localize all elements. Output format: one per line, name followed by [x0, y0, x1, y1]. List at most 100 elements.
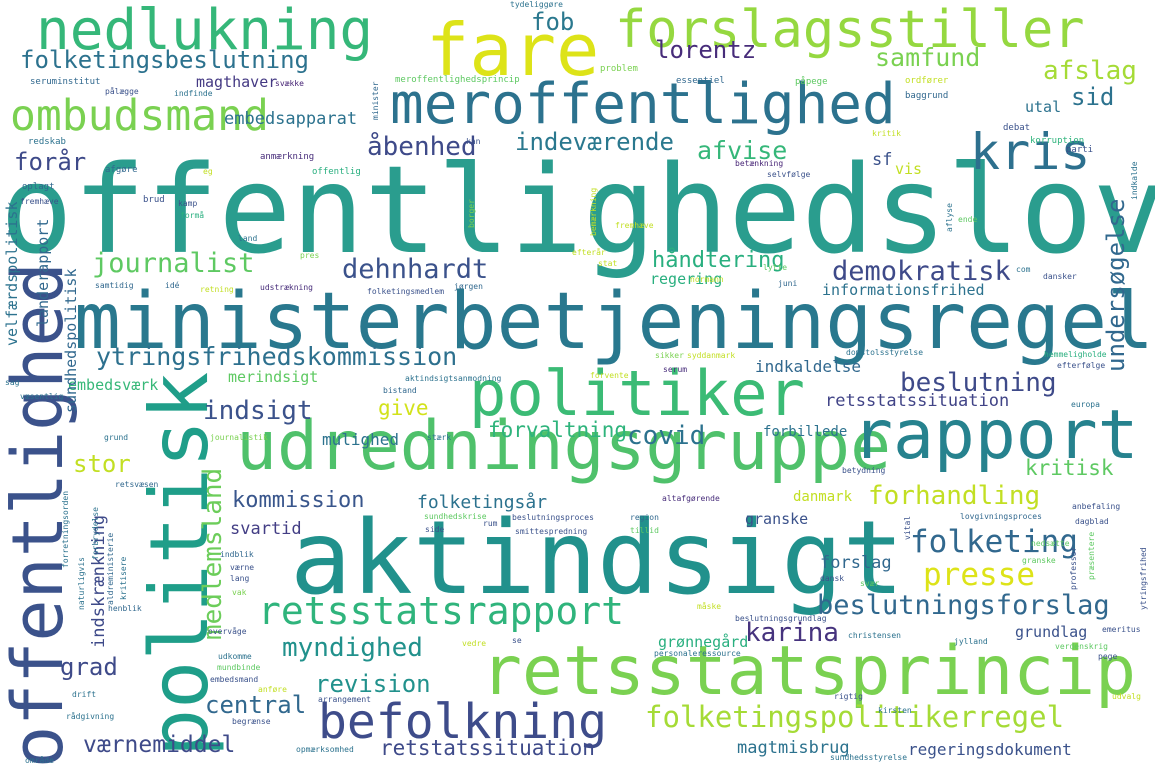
word-indsigt: indsigt — [203, 396, 313, 426]
word-offentlig: offentlig — [312, 167, 361, 177]
word-stor: stor — [73, 450, 131, 478]
word-regering: regering — [650, 270, 723, 288]
word-rapport: rapport — [852, 396, 1139, 475]
word-bemærkning: bemærkning — [589, 187, 598, 236]
word-ytringsfrihedskommission: ytringsfrihedskommission — [96, 342, 458, 371]
word-magtmisbrug: magtmisbrug — [737, 738, 850, 758]
word-måske: måske — [697, 602, 722, 611]
word-forhandling: forhandling — [868, 481, 1041, 511]
word-aktindsigt: aktindsigt — [290, 499, 905, 618]
word-sundhedsstyrelse: sundhedsstyrelse — [830, 753, 908, 762]
word-arrangement: arrangement — [318, 695, 371, 704]
word-altafgørende: altafgørende — [662, 494, 720, 503]
word-samtidig: samtidig — [95, 281, 134, 290]
word-folketingspolitikerregel: folketingspolitikerregel — [645, 700, 1065, 734]
word-efterfølge: efterfølge — [1057, 361, 1106, 370]
word-svartid: svartid — [230, 519, 302, 539]
word-anføre: anføre — [258, 685, 287, 694]
word-smittespredning: smittespredning — [515, 527, 588, 536]
word-magthaver: magthaver — [196, 73, 278, 91]
word-indeværende: indeværende — [515, 128, 674, 156]
word-retsstatsprincip: retsstatsprincip — [481, 632, 1137, 711]
word-stat: stat — [598, 259, 618, 268]
word-indfinde: indfinde — [174, 89, 213, 98]
word-eg: eg — [203, 167, 213, 176]
word-hemmeligholde: hemmeligholde — [1044, 350, 1107, 359]
word-sundhedskrise: sundhedskrise — [424, 512, 487, 521]
word-myndighed: myndighed — [282, 633, 423, 663]
word-central: central — [205, 691, 307, 719]
word-nedlukning: nedlukning — [36, 0, 374, 63]
word-pege: pege — [1098, 652, 1118, 661]
word-beslutningsgrundlag: beslutningsgrundlag — [735, 614, 827, 623]
word-afgøre: afgøre — [105, 165, 138, 175]
word-landerapport: landerapport — [34, 218, 52, 327]
word-ytringsfrihed: ytringsfrihed — [1139, 547, 1148, 610]
word-ministerbetjeningsregel: ministerbetjeningsregel — [73, 277, 1154, 367]
word-ende: ende — [958, 215, 978, 224]
word-pres: pres — [300, 251, 320, 260]
word-essentiel: essentiel — [676, 76, 725, 86]
word-baggrund: baggrund — [905, 91, 949, 101]
word-fare: fare — [426, 8, 600, 92]
word-korruption: korruption — [1030, 136, 1085, 146]
word-brud: brud — [143, 195, 165, 205]
word-værne: værne — [230, 563, 255, 572]
word-karina: karina — [745, 618, 839, 648]
word-aktindsigtsanmodning: aktindsigtsanmodning — [405, 374, 502, 383]
word-udstrækning: udstrækning — [260, 283, 313, 292]
word-retsstatssituation: retsstatssituation — [825, 391, 1010, 411]
word-grundlag: grundlag — [1015, 623, 1088, 641]
word-vis: vis — [895, 160, 923, 178]
word-granske: granske — [745, 510, 809, 528]
word-meroffentlighed: meroffentlighed — [390, 72, 896, 137]
word-seruminstitut: seruminstitut — [30, 77, 101, 87]
word-kommission: kommission — [232, 488, 365, 513]
word-embedsapparat: embedsapparat — [224, 109, 358, 129]
word-indkaldelse: indkaldelse — [755, 357, 861, 376]
word-side: side — [425, 525, 445, 534]
word-forretningsorden: forretningsorden — [61, 490, 70, 568]
word-udvalg: udvalg — [1112, 692, 1141, 701]
word-sag: sag — [5, 378, 20, 387]
word-offentlighedslov: offentlighedslov — [0, 140, 1155, 281]
word-begrænse: begrænse — [232, 717, 271, 726]
word-merindsigt: merindsigt — [228, 368, 319, 386]
word-kirsten: kirsten — [878, 706, 912, 715]
word-kamp: kamp — [178, 199, 198, 208]
word-fremhæve: fremhæve — [20, 197, 59, 206]
word-dagblad: dagblad — [1075, 517, 1109, 526]
word-embedsværk: embedsværk — [68, 376, 159, 394]
word-com: com — [1016, 265, 1031, 274]
word-politiker: politiker — [469, 357, 805, 430]
word-se: se — [512, 636, 522, 645]
word-christensen: christensen — [848, 631, 901, 640]
word-europa: europa — [1071, 400, 1100, 409]
word-håndtering: håndtering — [652, 248, 785, 273]
word-forvente: forvente — [590, 371, 629, 380]
word-befolkning: befolkning — [318, 694, 607, 750]
word-afslag: afslag — [1043, 56, 1137, 86]
word-vedre: vedre — [462, 639, 487, 648]
word-granske-2: granske — [1022, 556, 1056, 565]
word-beslutningsproces: beslutningsproces — [512, 513, 594, 522]
word-serum: serum — [663, 365, 688, 374]
word-anbefaling: anbefaling — [1072, 502, 1121, 511]
word-pålægge: pålægge — [105, 87, 139, 96]
word-forvaltning: forvaltning — [488, 418, 628, 442]
word-retsstatsrapport: retsstatsrapport — [258, 589, 625, 633]
word-jylland: jylland — [954, 637, 988, 646]
word-tillid: tillid — [630, 526, 659, 535]
word-værnemiddel: værnemiddel — [83, 732, 236, 758]
word-rum: rum — [483, 519, 498, 528]
word-indkalde: indkalde — [1130, 161, 1139, 200]
word-ombudsmand: ombudsmand — [10, 91, 269, 141]
word-fremhæve-2: fremhæve — [615, 221, 654, 230]
word-grønnegård: grønnegård — [658, 633, 749, 651]
word-sf: sf — [872, 150, 893, 170]
word-idé: idé — [165, 281, 180, 290]
word-embedsmand: embedsmand — [210, 675, 259, 684]
word-parti: parti — [1066, 145, 1094, 155]
word-væsentlig: væsentlig — [20, 392, 64, 401]
